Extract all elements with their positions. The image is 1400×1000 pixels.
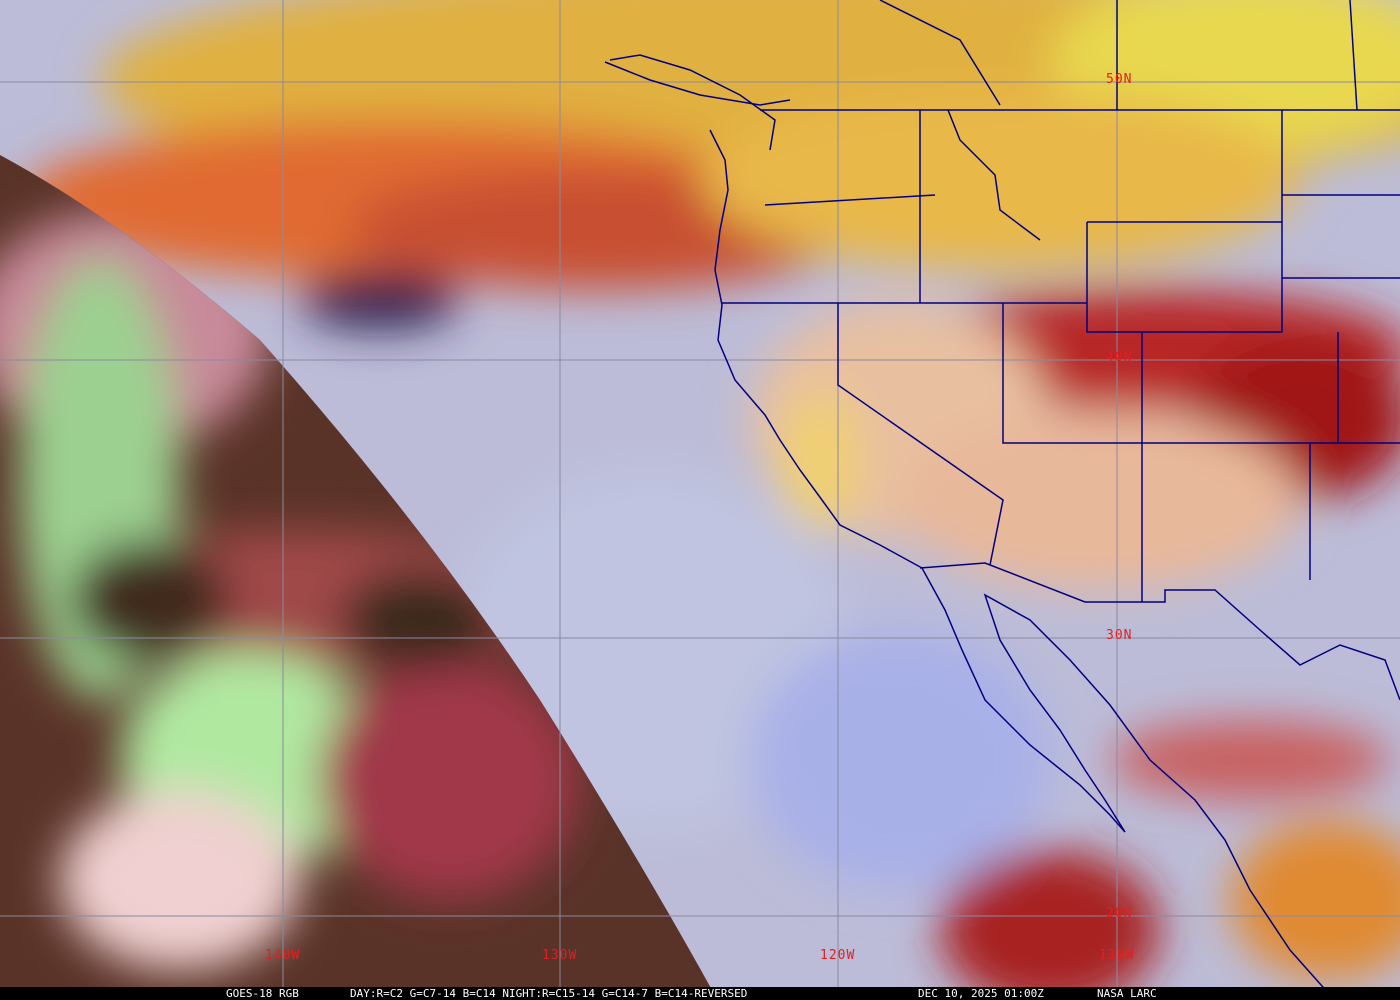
recipe-label: DAY:R=C2 G=C7-14 B=C14 NIGHT:R=C15-14 G=… [350,987,748,1000]
lat-label-50n: 50N [1106,72,1133,87]
caption-bar: GOES-18 RGB DAY:R=C2 G=C7-14 B=C14 NIGHT… [0,987,1400,1000]
lon-label-140w: 140W [265,948,301,963]
lat-label-40n: 40N [1106,350,1133,365]
vancouver-island [609,54,776,151]
credit-label: NASA LARC [1097,987,1157,1000]
cloud-layer [20,0,1400,1000]
lat-label-30n: 30N [1106,628,1133,643]
lon-label-120w: 120W [820,948,856,963]
lon-label-130w: 130W [542,948,578,963]
datetime-label: DEC 10, 2025 01:00Z [918,987,1044,1000]
state-borders [722,0,1400,701]
political-boundaries [604,0,1400,996]
lon-label-110w: 110W [1099,948,1135,963]
coastline [604,61,1331,996]
product-label: GOES-18 RGB [226,987,299,1000]
lat-label-20n: 20N [1106,906,1133,921]
